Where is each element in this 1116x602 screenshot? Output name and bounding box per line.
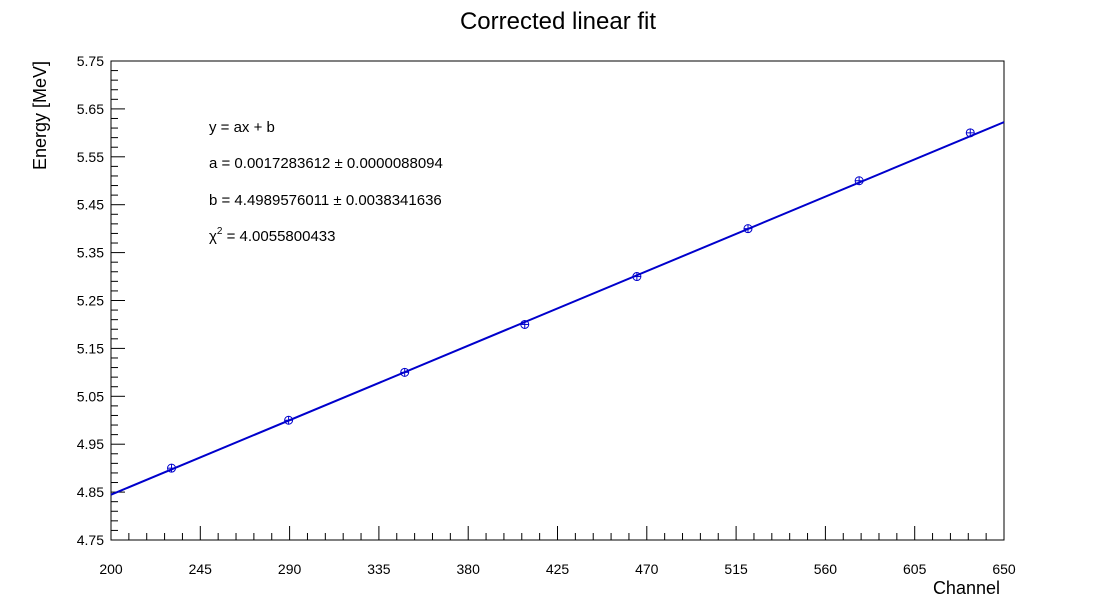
fit-annotations: y = ax + b a = 0.0017283612 ± 0.00000880… [209, 119, 443, 245]
data-point [743, 224, 753, 234]
y-axis: 4.75 4.85 4.95 5.05 5.15 5.25 5.35 5.45 5.55 5.65… [77, 53, 125, 548]
fit-line-layer [110, 121, 1005, 496]
y-tick-label: 4.75 [77, 532, 104, 548]
x-axis-label: Channel [933, 578, 1000, 598]
y-tick-label: 5.15 [77, 340, 104, 356]
y-tick-label: 5.55 [77, 149, 104, 165]
x-tick-label: 335 [367, 561, 391, 577]
chart-title: Corrected linear fit [460, 8, 656, 35]
x-tick-label: 605 [903, 561, 927, 577]
x-tick-label: 380 [457, 561, 481, 577]
fit-param-b: b = 4.4989576011 ± 0.0038341636 [209, 192, 442, 209]
y-tick-label: 5.25 [77, 293, 104, 309]
x-tick-label: 425 [546, 561, 570, 577]
x-tick-label: 560 [814, 561, 838, 577]
data-point [520, 319, 530, 329]
x-tick-label: 515 [724, 561, 748, 577]
data-point [167, 463, 177, 473]
data-point [854, 176, 864, 186]
data-point [965, 128, 975, 138]
data-point [400, 367, 410, 377]
x-tick-label: 290 [278, 561, 302, 577]
data-points-layer [167, 128, 975, 473]
fit-equation: y = ax + b [209, 119, 275, 136]
data-point [284, 415, 294, 425]
y-tick-label: 5.05 [77, 388, 104, 404]
fit-param-a: a = 0.0017283612 ± 0.0000088094 [209, 155, 443, 172]
y-tick-label: 4.85 [77, 484, 104, 500]
chi-exponent: 2 [217, 226, 223, 237]
x-tick-label: 245 [189, 561, 213, 577]
data-point [632, 272, 642, 282]
x-tick-label: 650 [992, 561, 1016, 577]
chi-value: = 4.0055800433 [222, 228, 335, 245]
y-tick-label: 5.45 [77, 197, 104, 213]
chi-symbol: χ [209, 228, 217, 245]
fit-chi-square: χ2 = 4.0055800433 [209, 226, 335, 245]
x-tick-label: 470 [635, 561, 659, 577]
y-tick-label: 4.95 [77, 436, 104, 452]
x-axis: 200 245 290 335 380 425 470 515 560 605 650 [99, 526, 1016, 577]
fit-line [110, 121, 1005, 496]
y-tick-label: 5.75 [77, 53, 104, 69]
y-axis-label: Energy [MeV] [30, 61, 50, 170]
y-tick-label: 5.65 [77, 101, 104, 117]
y-tick-label: 5.35 [77, 245, 104, 261]
x-tick-label: 200 [99, 561, 123, 577]
